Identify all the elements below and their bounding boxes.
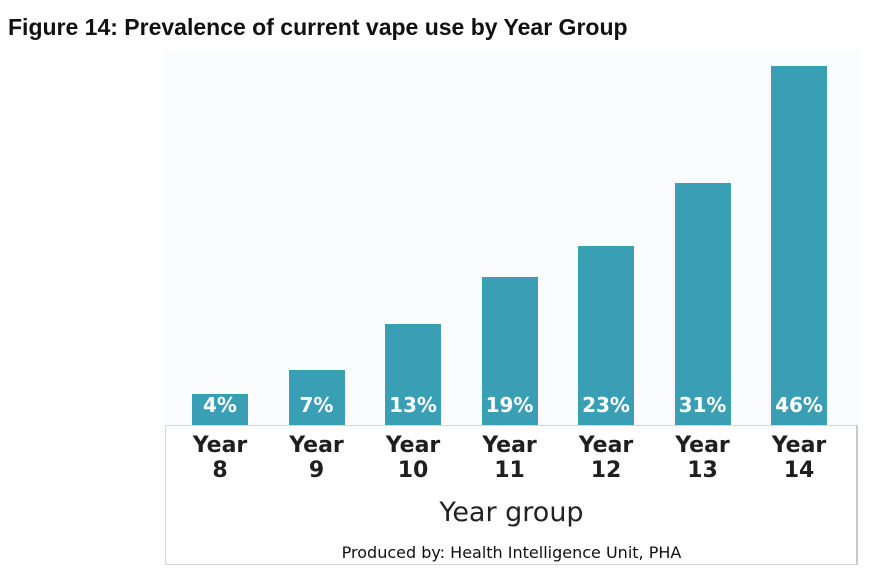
bar bbox=[771, 66, 827, 425]
bar bbox=[481, 276, 538, 425]
x-tick-label-line: 13 bbox=[687, 458, 718, 483]
bar-data-label: 19% bbox=[485, 393, 534, 417]
bar-data-label: 7% bbox=[299, 393, 334, 417]
x-tick-label-line: 11 bbox=[494, 458, 525, 483]
x-tick-label-line: Year bbox=[385, 433, 441, 458]
bar bbox=[385, 323, 441, 425]
x-tick-label-line: Year bbox=[192, 433, 248, 458]
x-tick-label-line: Year bbox=[482, 433, 537, 458]
figure-title: Figure 14: Prevalence of current vape us… bbox=[8, 14, 628, 40]
bar bbox=[288, 370, 345, 425]
x-tick-label-line: 8 bbox=[212, 458, 228, 483]
x-tick-label: Year 10 bbox=[368, 433, 458, 483]
bar-data-label: 23% bbox=[582, 393, 630, 417]
x-tick-label: Year 9 bbox=[272, 433, 362, 483]
x-tick-label: Year 11 bbox=[465, 433, 555, 483]
x-tick-label-line: 9 bbox=[308, 458, 325, 483]
bar-data-label: 13% bbox=[389, 393, 437, 417]
bar-data-label: 31% bbox=[678, 393, 727, 417]
bar-data-label: 46% bbox=[775, 393, 823, 417]
x-tick-label: Year 12 bbox=[561, 433, 651, 483]
bar-data-label: 4% bbox=[203, 393, 237, 417]
bar bbox=[578, 245, 634, 425]
x-tick-label-line: Year bbox=[771, 433, 827, 458]
x-tick-label: Year 13 bbox=[658, 433, 748, 483]
x-tick-label-line: 10 bbox=[397, 458, 429, 483]
bar bbox=[674, 183, 731, 425]
x-tick-label-line: Year bbox=[675, 433, 730, 458]
source-credit: Produced by: Health Intelligence Unit, P… bbox=[341, 543, 682, 562]
bar bbox=[192, 393, 248, 425]
x-tick-label-line: 12 bbox=[590, 458, 622, 483]
x-tick-label-line: 14 bbox=[783, 458, 815, 483]
x-tick-label: Year 14 bbox=[754, 433, 844, 483]
x-tick-label-line: Year bbox=[578, 433, 634, 458]
x-tick-label-line: Year bbox=[289, 433, 344, 458]
x-axis-panel bbox=[165, 425, 858, 565]
x-axis-label: Year group bbox=[439, 497, 584, 528]
x-tick-label: Year 8 bbox=[175, 433, 265, 483]
